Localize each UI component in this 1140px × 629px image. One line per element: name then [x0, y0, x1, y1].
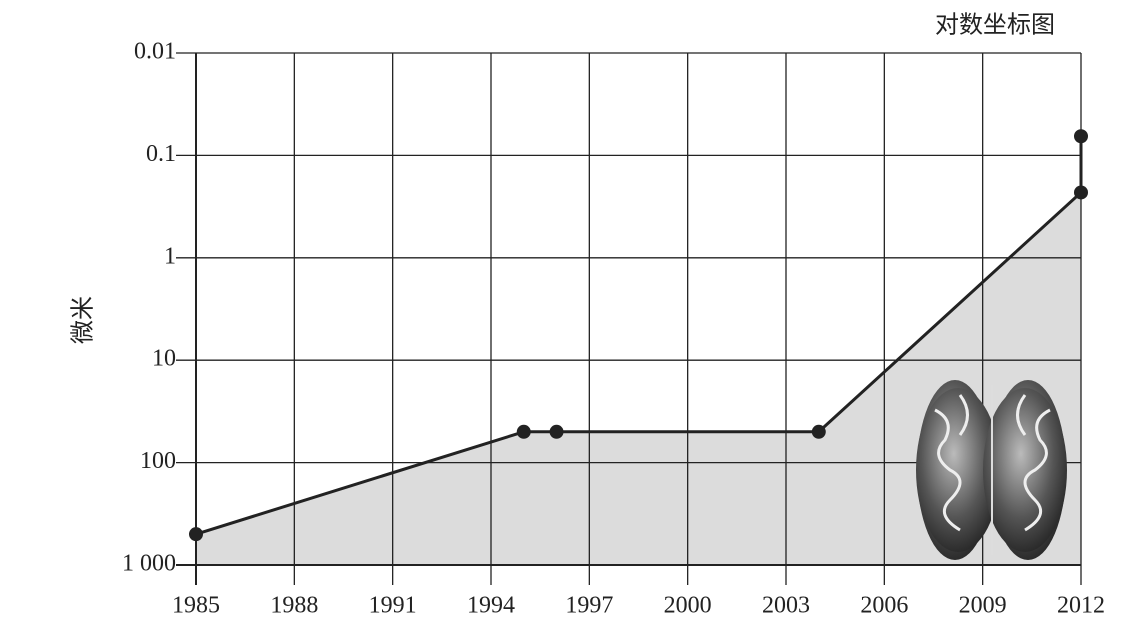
x-tick-label: 1985 — [172, 593, 220, 619]
x-tick-label: 1997 — [565, 593, 613, 619]
x-tick-label: 1991 — [369, 593, 417, 619]
y-tick-label: 0.1 — [146, 141, 176, 167]
x-tick-label: 2009 — [959, 593, 1007, 619]
point — [1074, 129, 1088, 144]
point — [516, 424, 531, 439]
x-tick-label: 1988 — [270, 593, 318, 619]
y-axis-label: 微米 — [70, 296, 97, 344]
brain-icon — [916, 380, 1067, 560]
y-tick-label: 1 — [164, 243, 176, 269]
point — [189, 527, 203, 542]
y-tick-label: 100 — [140, 448, 176, 474]
x-tick-label: 1994 — [467, 593, 515, 619]
point — [549, 424, 564, 439]
y-tick-label: 0.01 — [134, 39, 176, 65]
area — [196, 136, 1081, 566]
point — [811, 424, 826, 439]
point — [1074, 185, 1088, 200]
chart-title: 对数坐标图 — [935, 12, 1055, 39]
x-tick-label: 2012 — [1057, 593, 1105, 619]
plot-area: 0.01 0.1 1 10 100 1 000 1985 1988 1991 1994 1997 20… — [122, 39, 1105, 619]
x-tick-label: 2003 — [762, 593, 810, 619]
y-tick-label: 1 000 — [122, 551, 176, 577]
x-tick-label: 2000 — [664, 593, 712, 619]
line — [195, 136, 1083, 536]
x-tick-label: 2006 — [860, 593, 908, 619]
y-tick-label: 10 — [152, 346, 176, 372]
